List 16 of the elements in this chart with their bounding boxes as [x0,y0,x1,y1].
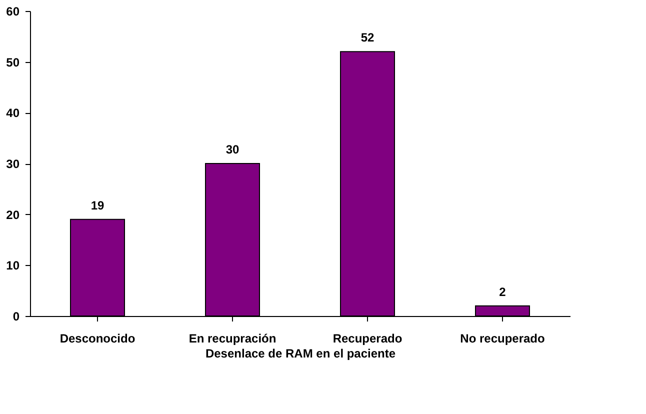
data-label: 30 [226,142,240,156]
y-tick-label: 60 [6,4,20,18]
y-tick-label: 0 [12,310,20,324]
y-tick-label: 20 [6,208,20,222]
x-tick-label: Desconocido [60,332,136,346]
x-tick-label: Recuperado [332,332,402,346]
x-tick-label: En recupración [188,332,276,346]
y-tick-label: 30 [6,157,20,171]
y-tick-label: 40 [6,106,20,120]
y-tick-label: 10 [6,258,20,273]
x-axis-title: Desenlace de RAM en el paciente [205,346,396,360]
data-label: 52 [360,30,374,45]
y-tick-label: 50 [6,55,20,70]
data-label: 19 [90,198,104,212]
data-label: 2 [499,284,506,299]
x-tick-label: No recuperado [460,332,545,346]
